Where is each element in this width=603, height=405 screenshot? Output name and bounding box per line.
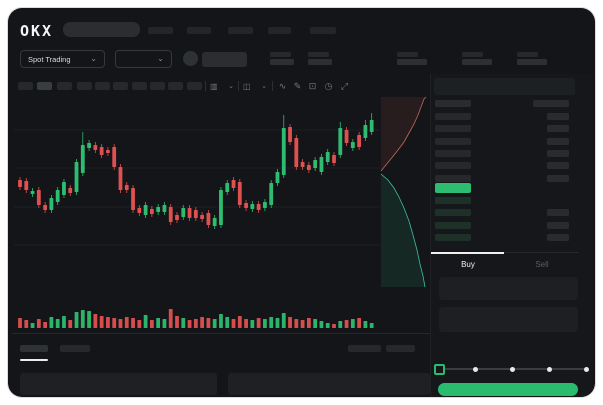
orders-filter-pill[interactable] (386, 345, 415, 352)
okx-logo: OKX (20, 22, 54, 40)
timeframe-pill[interactable] (150, 82, 165, 90)
toolbar-divider (272, 81, 273, 91)
market-type-label: Spot Trading (28, 54, 71, 64)
timeframe-pill[interactable] (132, 82, 147, 90)
timeframe-pill[interactable] (77, 82, 92, 90)
order-book-panel: Buy Sell (430, 74, 593, 397)
stat-label (308, 52, 329, 57)
tab-buy[interactable]: Buy (461, 259, 475, 269)
line-tool-icon[interactable]: ∿ (278, 81, 287, 91)
bottom-divider (12, 333, 430, 334)
chevron-down-icon: ⌄ (157, 54, 164, 63)
stat-label (397, 52, 418, 57)
ask-price-bar (435, 113, 471, 120)
amount-input[interactable] (439, 307, 578, 332)
chevron-down-icon: ⌄ (228, 83, 234, 90)
app-window: OKX Spot Trading ⌄ ⌄ Buy Sell (8, 8, 595, 397)
stat-label (462, 52, 483, 57)
nav-item[interactable] (268, 27, 291, 34)
bid-price-bar (435, 221, 471, 229)
stat-value (462, 59, 492, 65)
bid-price-bar (435, 209, 471, 217)
timeframe-pill-active[interactable] (37, 82, 52, 90)
depth-chart (380, 96, 427, 288)
price-input[interactable] (439, 277, 578, 300)
ask-price-bar (435, 149, 471, 157)
draw-icon[interactable]: ✎ (293, 81, 302, 91)
ask-price-bar (435, 137, 471, 145)
amount-bar (547, 174, 569, 182)
timeframe-pill[interactable] (187, 82, 202, 90)
timeframe-pill[interactable] (18, 82, 33, 90)
order-book-toolbar (434, 78, 575, 95)
nav-item[interactable] (228, 27, 253, 34)
amount-bar (547, 125, 569, 133)
orders-tab[interactable] (60, 345, 90, 352)
orders-panel-left (20, 373, 217, 395)
nav-item[interactable] (187, 27, 211, 34)
slider-stop[interactable] (583, 366, 589, 372)
tab-sell[interactable]: Sell (535, 259, 549, 269)
ask-price-bar (435, 125, 471, 133)
trade-tabs: Buy Sell (431, 252, 579, 275)
indicator-dropdown[interactable]: ▥ ⌄ (210, 81, 234, 91)
book-both-icon[interactable] (438, 81, 448, 93)
nav-item[interactable] (310, 27, 336, 34)
orders-tab-active[interactable] (20, 345, 48, 352)
slider-stop[interactable] (509, 366, 515, 372)
stat-value (397, 59, 427, 65)
amount-bar (547, 149, 569, 157)
amount-bar (547, 162, 569, 170)
chevron-down-icon: ⌄ (261, 83, 267, 90)
amount-header-bar (533, 100, 569, 107)
pair-name-button[interactable] (202, 52, 247, 67)
ask-price-bar (435, 162, 471, 170)
book-asks-icon[interactable] (467, 81, 477, 93)
indicator-icon: ▥ (210, 81, 218, 91)
stat-label (517, 52, 538, 57)
stat-value (308, 59, 332, 65)
amount-bar (547, 113, 569, 120)
toolbar-divider (205, 81, 206, 91)
toolbar-divider (238, 81, 239, 91)
slider-stop[interactable] (546, 366, 552, 372)
last-price-bar (435, 183, 471, 193)
submit-buy-button[interactable] (438, 383, 578, 396)
pair-dropdown[interactable]: ⌄ (115, 50, 172, 68)
nav-item[interactable] (148, 27, 173, 34)
slider-stop[interactable] (472, 366, 478, 372)
bid-price-bar (435, 233, 471, 241)
slider-handle[interactable] (434, 364, 445, 375)
active-tab-underline (431, 252, 504, 254)
orders-panel-right (228, 373, 430, 395)
amount-bar (547, 233, 569, 241)
stat-value (517, 59, 547, 65)
ask-price-bar (435, 174, 471, 182)
candlestick-chart[interactable] (14, 96, 380, 334)
snapshot-icon[interactable]: ⊡ (308, 81, 317, 91)
stat-value (270, 59, 294, 65)
overlay-icon: ◫ (243, 81, 251, 91)
price-header-bar (435, 100, 471, 107)
overlay-dropdown[interactable]: ◫ ⌄ (243, 81, 267, 91)
bid-price-bar (435, 197, 471, 204)
amount-bar (547, 137, 569, 145)
book-bids-icon[interactable] (453, 81, 463, 93)
stat-label (270, 52, 291, 57)
timeframe-pill[interactable] (57, 82, 72, 90)
fullscreen-icon[interactable]: ⤢ (340, 81, 349, 91)
history-icon[interactable]: ◷ (324, 81, 333, 91)
pair-coin-icon (183, 51, 198, 66)
timeframe-pill[interactable] (95, 82, 110, 90)
market-type-dropdown[interactable]: Spot Trading ⌄ (20, 50, 105, 68)
orders-tab-underline (20, 359, 48, 361)
amount-bar (547, 209, 569, 217)
timeframe-pill[interactable] (113, 82, 128, 90)
search-input[interactable] (63, 22, 140, 37)
chevron-down-icon: ⌄ (90, 54, 97, 63)
orders-filter-pill[interactable] (348, 345, 381, 352)
amount-bar (547, 221, 569, 229)
timeframe-pill[interactable] (168, 82, 183, 90)
